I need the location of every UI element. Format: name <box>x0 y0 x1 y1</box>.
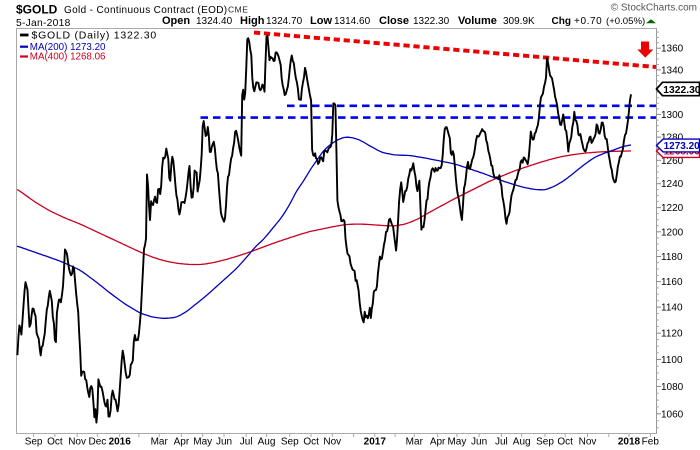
svg-text:Sep: Sep <box>281 437 299 448</box>
svg-text:Mar: Mar <box>406 437 424 448</box>
svg-text:Sep: Sep <box>536 437 554 448</box>
svg-text:Jul: Jul <box>495 437 508 448</box>
svg-text:Chg: Chg <box>552 16 571 27</box>
svg-text:Low: Low <box>310 15 332 27</box>
svg-text:309.9K: 309.9K <box>503 16 535 27</box>
svg-text:1260: 1260 <box>661 156 684 167</box>
svg-text:2018: 2018 <box>618 437 641 448</box>
svg-text:Mar: Mar <box>151 437 169 448</box>
svg-text:1360: 1360 <box>661 44 684 55</box>
svg-text:1080: 1080 <box>661 382 684 393</box>
svg-text:1300: 1300 <box>661 110 684 121</box>
svg-text:1324.40: 1324.40 <box>196 16 233 27</box>
svg-text:MA(400) 1268.06: MA(400) 1268.06 <box>30 52 106 63</box>
svg-text:Volume: Volume <box>458 15 497 27</box>
svg-text:Jul: Jul <box>240 437 253 448</box>
svg-text:Apr: Apr <box>430 437 446 448</box>
svg-text:2016: 2016 <box>109 437 132 448</box>
svg-text:Oct: Oct <box>557 437 573 448</box>
svg-text:1314.60: 1314.60 <box>334 16 371 27</box>
svg-text:+0.70: +0.70 <box>574 16 602 27</box>
svg-text:Apr: Apr <box>174 437 190 448</box>
svg-text:1060: 1060 <box>661 409 684 420</box>
svg-text:Open: Open <box>162 15 190 27</box>
svg-text:Gold - Continuous Contract (EO: Gold - Continuous Contract (EOD) <box>64 5 227 16</box>
svg-text:1322.30: 1322.30 <box>663 85 700 96</box>
svg-text:(+0.05%): (+0.05%) <box>606 16 645 27</box>
svg-text:May: May <box>447 437 466 448</box>
svg-text:1340: 1340 <box>661 65 684 76</box>
svg-text:1273.20: 1273.20 <box>664 141 700 152</box>
svg-text:MA(200) 1273.20: MA(200) 1273.20 <box>30 42 106 53</box>
svg-text:CME: CME <box>228 5 248 15</box>
svg-text:Oct: Oct <box>303 437 319 448</box>
svg-text:1160: 1160 <box>661 277 683 288</box>
svg-text:© StockCharts.com: © StockCharts.com <box>611 3 697 14</box>
svg-text:1180: 1180 <box>661 252 683 263</box>
svg-text:Nov: Nov <box>68 437 86 448</box>
svg-text:$GOLD (Daily) 1322.30: $GOLD (Daily) 1322.30 <box>32 29 157 41</box>
svg-text:Dec: Dec <box>89 437 107 448</box>
svg-text:Nov: Nov <box>579 437 597 448</box>
svg-text:Aug: Aug <box>258 437 276 448</box>
svg-text:Oct: Oct <box>47 437 63 448</box>
svg-text:1240: 1240 <box>661 179 684 190</box>
svg-text:Jun: Jun <box>471 437 487 448</box>
svg-text:Jun: Jun <box>216 437 232 448</box>
svg-text:2017: 2017 <box>364 437 387 448</box>
svg-text:1140: 1140 <box>661 303 683 314</box>
svg-text:1120: 1120 <box>661 329 683 340</box>
svg-text:High: High <box>240 15 265 27</box>
svg-text:Close: Close <box>379 15 409 27</box>
svg-text:1220: 1220 <box>661 203 684 214</box>
svg-text:Sep: Sep <box>25 437 43 448</box>
svg-text:1280: 1280 <box>661 133 684 144</box>
svg-text:1100: 1100 <box>661 355 683 366</box>
svg-text:Aug: Aug <box>513 437 531 448</box>
svg-text:5-Jan-2018: 5-Jan-2018 <box>16 18 71 29</box>
svg-text:1200: 1200 <box>661 227 684 238</box>
svg-text:May: May <box>193 437 212 448</box>
svg-text:$GOLD: $GOLD <box>16 3 58 17</box>
svg-text:1322.30: 1322.30 <box>413 16 450 27</box>
svg-text:Feb: Feb <box>642 437 660 448</box>
svg-text:Nov: Nov <box>323 437 341 448</box>
svg-text:1324.70: 1324.70 <box>266 16 303 27</box>
